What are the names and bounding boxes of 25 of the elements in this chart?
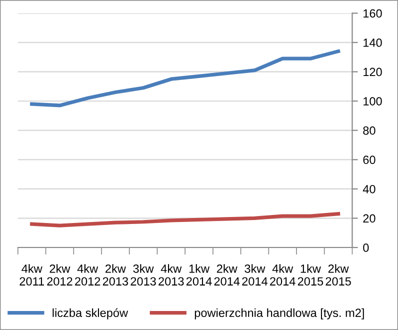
y-tick-label: 40 <box>362 184 376 194</box>
y-tick-label: 160 <box>364 9 382 18</box>
line-series <box>30 212 340 228</box>
x-tick-label: 2kw 2015 <box>326 264 351 286</box>
legend-label: powierzchnia handlowa [tys. m2] <box>194 308 364 320</box>
x-tick-label: 3kw 2013 <box>130 264 156 286</box>
legend-label: liczba sklepów <box>52 308 128 320</box>
y-tick-label: 60 <box>363 156 376 164</box>
y-tick-label: 120 <box>364 68 382 76</box>
y-tick-label: 100 <box>364 97 382 106</box>
x-tick-label: 3kw 2014 <box>242 264 268 286</box>
x-tick-label: 4kw 2011 <box>20 264 44 286</box>
x-tick-label: 4kw 2012 <box>75 264 100 286</box>
x-tick-label: 2kw 2012 <box>47 264 72 286</box>
line-series <box>30 49 340 108</box>
x-tick-label: 2kw 2013 <box>102 264 128 286</box>
x-tick-label: 4kw 2013 <box>158 264 184 286</box>
x-tick-label: 1kw 2015 <box>298 264 324 286</box>
y-tick-label: 140 <box>364 38 382 47</box>
x-tick-label: 4kw 2014 <box>270 264 296 286</box>
y-tick-label: 20 <box>363 214 376 223</box>
x-tick-label: 2kw 2014 <box>214 264 240 286</box>
y-tick-label: 0 <box>363 244 369 252</box>
x-tick-label: 1kw 2014 <box>186 264 212 286</box>
y-tick-label: 80 <box>363 126 376 135</box>
